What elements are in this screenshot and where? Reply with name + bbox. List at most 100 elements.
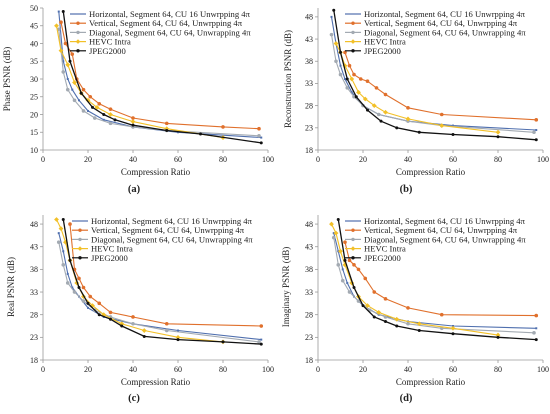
data-point: [176, 338, 180, 342]
data-point: [358, 77, 363, 81]
y-tick-label: 40: [30, 39, 38, 48]
data-point: [61, 70, 66, 74]
y-tick-label: 38: [30, 265, 38, 274]
data-point: [340, 278, 345, 283]
data-point: [164, 328, 169, 333]
legend-marker: [78, 256, 82, 260]
legend-label: Horizontal, Segment 64, CU 16 Unwrpping …: [364, 216, 526, 226]
data-point: [496, 135, 500, 139]
data-point: [65, 62, 71, 68]
data-point: [131, 116, 135, 120]
x-tick-label: 20: [359, 365, 367, 374]
data-point: [356, 267, 361, 272]
legend-label: JPEG2000: [89, 46, 126, 56]
y-axis-label: Phase PSNR (dB): [2, 47, 12, 112]
data-point: [342, 262, 348, 268]
data-point: [63, 41, 68, 46]
data-point: [333, 230, 339, 236]
legend-label: HEVC Intra: [364, 37, 406, 47]
data-point: [65, 281, 70, 285]
y-tick-label: 23: [305, 124, 313, 133]
data-point: [108, 112, 113, 117]
data-point: [257, 134, 261, 138]
data-point: [349, 76, 355, 82]
data-point: [352, 94, 356, 99]
data-point: [534, 338, 538, 342]
data-point: [352, 286, 356, 289]
y-tick-label: 15: [30, 128, 38, 137]
data-point: [350, 91, 353, 94]
data-point: [177, 329, 179, 332]
y-axis-label: Reconstruction PSNR (dB): [283, 30, 293, 128]
data-point: [78, 99, 80, 102]
data-point: [417, 130, 421, 134]
data-point: [87, 306, 89, 309]
x-axis-label: Compression Ratio: [396, 167, 466, 177]
data-point: [343, 240, 347, 244]
data-point: [439, 123, 445, 128]
series-line-2: [69, 224, 262, 327]
panel-label: (c): [128, 393, 140, 404]
x-tick-label: 100: [537, 365, 549, 374]
data-point: [58, 48, 64, 53]
legend-marker: [78, 228, 82, 232]
data-point: [451, 132, 455, 136]
data-point: [329, 221, 334, 227]
y-tick-label: 18: [305, 146, 313, 155]
data-point: [77, 276, 81, 281]
data-point: [395, 126, 399, 130]
chart-panel-2: 18 23 28 33 38 43 48 0 20 40 60 80 100 Compression Ra…: [283, 8, 549, 195]
y-tick-label: 48: [305, 13, 313, 22]
data-point: [86, 301, 90, 305]
data-point: [87, 109, 89, 112]
data-point: [532, 130, 536, 135]
data-point: [259, 324, 264, 328]
data-point: [61, 263, 66, 267]
y-tick-label: 48: [305, 220, 313, 229]
data-point: [341, 268, 344, 271]
data-point: [372, 315, 376, 319]
data-point: [336, 218, 340, 222]
legend: Horizontal, Segment 64, CU 16 Unwrpping …: [345, 9, 526, 56]
x-tick-label: 40: [129, 365, 137, 374]
data-point: [345, 77, 349, 81]
y-tick-label: 35: [30, 57, 38, 66]
legend-marker: [75, 39, 81, 44]
data-point: [363, 276, 368, 281]
data-point: [119, 321, 125, 327]
x-tick-label: 100: [537, 155, 549, 164]
legend: Horizontal, Segment 64, CU 16 Unwrpping …: [70, 9, 251, 56]
data-point: [94, 105, 100, 110]
data-point: [365, 79, 370, 84]
data-point: [329, 32, 334, 37]
data-point: [257, 126, 261, 131]
data-point: [131, 123, 135, 127]
series-line-4: [56, 219, 224, 343]
data-point: [384, 319, 387, 323]
data-point: [88, 94, 93, 99]
data-point: [259, 141, 263, 145]
x-tick-label: 60: [174, 155, 182, 164]
data-point: [450, 325, 456, 331]
data-point: [108, 107, 113, 111]
y-tick-label: 33: [30, 288, 38, 297]
data-point: [54, 23, 59, 29]
data-point: [77, 286, 81, 289]
legend-marker: [351, 256, 355, 260]
legend: Horizontal, Segment 64, CU 16 Unwrpping …: [72, 216, 253, 263]
y-tick-label: 10: [30, 146, 38, 155]
data-point: [352, 72, 356, 77]
x-tick-label: 20: [84, 155, 92, 164]
data-point: [165, 128, 169, 132]
y-tick-label: 43: [305, 35, 313, 44]
y-axis-label: Real PSNR (dB): [6, 257, 16, 317]
x-tick-label: 60: [174, 365, 182, 374]
data-point: [331, 235, 336, 240]
legend-label: Vertical, Segment 64, CU 64, Unwrpping 4…: [364, 18, 518, 28]
y-tick-label: 18: [305, 356, 313, 365]
data-point: [376, 310, 382, 315]
series-line-3: [330, 34, 535, 133]
legend-label: Vertical, Segment 64, CU 64, Unwrpping 4…: [89, 18, 243, 28]
legend-label: HEVC Intra: [89, 37, 131, 47]
data-point: [102, 118, 105, 121]
